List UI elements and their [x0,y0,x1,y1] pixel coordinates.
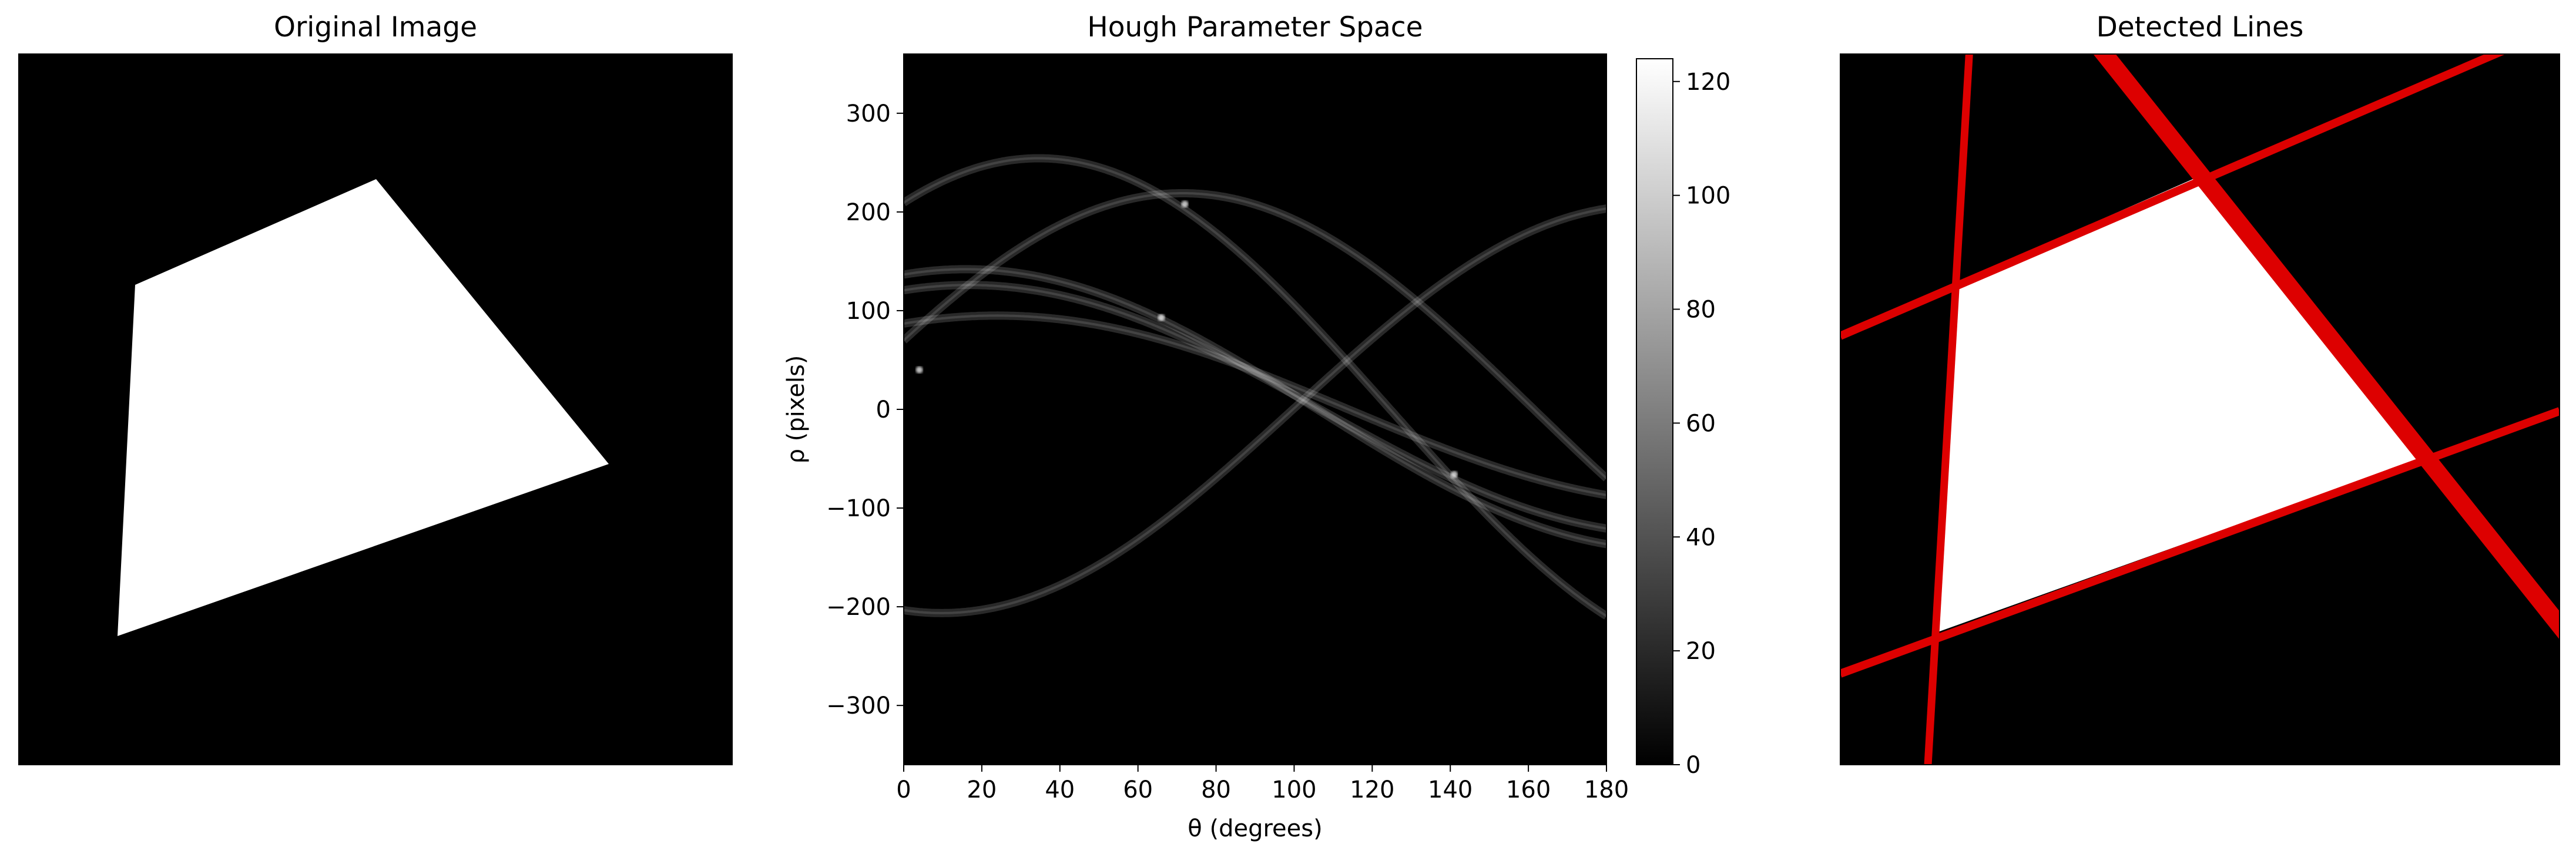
hough-sinusoid-core-1 [904,284,1606,530]
hough-sinusoid-2 [904,189,1606,482]
panel-detected-lines: Detected Lines [1840,11,2560,765]
hough-x-tick-label-7: 140 [1428,776,1473,803]
detected-line-left [1924,54,1973,765]
hough-x-axis-label: θ (degrees) [1188,815,1322,842]
hough-x-tick-label-8: 160 [1506,776,1551,803]
hough-peak-3 [915,366,923,374]
colorbar-tick-label-0: 0 [1686,752,1700,779]
hough-sinusoid-3 [904,265,1606,549]
hough-x-tick-label-2: 40 [1045,776,1075,803]
hough-y-tick-label-4: −100 [826,495,891,522]
detected-quadrilateral [1938,176,2427,632]
hough-sinusoid-5 [904,154,1606,620]
hough-y-ticks: 300 200 100 0 −100 −200 −300 [826,100,904,719]
hough-y-tick-label-0: 300 [846,100,891,127]
hough-sinusoid-4 [904,311,1606,499]
hough-peak-1 [1158,314,1165,321]
hough-x-tick-label-0: 0 [896,776,911,803]
panel-title-hough: Hough Parameter Space [1087,11,1423,43]
hough-sinusoid-1 [904,281,1606,533]
detected-line-right [2093,54,2560,640]
hough-y-tick-label-3: 0 [876,396,891,423]
panel-original-image: Original Image [18,11,733,765]
hough-y-tick-label-6: −300 [826,692,891,719]
hough-x-ticks: 0 20 40 60 80 100 120 140 160 180 [896,765,1629,803]
detected-lines-group [1840,54,2560,765]
hough-curves [904,154,1606,620]
colorbar [1636,58,1673,765]
original-quadrilateral [118,179,609,636]
detected-line-bottom [1840,407,2560,678]
hough-heatmap-background [904,54,1606,765]
panel-hough-space: Hough Parameter Space 0 20 40 60 80 100 120 140… [783,11,1730,842]
detected-image-frame [1840,53,2560,765]
hough-y-tick-label-5: −200 [826,594,891,621]
colorbar-tick-label-1: 20 [1686,638,1716,665]
panel-title-detected: Detected Lines [2097,11,2304,43]
colorbar-ticks: 0 20 40 60 80 100 120 [1673,69,1730,779]
hough-x-tick-label-4: 80 [1201,776,1231,803]
hough-sinusoid-core-3 [904,268,1606,546]
hough-x-tick-label-6: 120 [1350,776,1394,803]
colorbar-tick-label-5: 100 [1686,183,1730,210]
hough-x-tick-label-1: 20 [967,776,997,803]
hough-x-tick-label-9: 180 [1584,776,1629,803]
colorbar-tick-label-6: 120 [1686,69,1730,96]
hough-x-tick-label-3: 60 [1123,776,1153,803]
hough-sinusoid-core-5 [904,157,1606,617]
hough-peaks [915,200,1458,478]
hough-peak-2 [1450,470,1458,478]
hough-peak-0 [1181,200,1189,208]
hough-sinusoid-core-4 [904,314,1606,496]
hough-x-tick-label-5: 100 [1272,776,1316,803]
colorbar-tick-label-2: 40 [1686,524,1716,551]
colorbar-tick-label-3: 60 [1686,410,1716,437]
original-image-frame [18,53,733,765]
hough-sinusoid-0 [904,204,1606,617]
panel-title-original: Original Image [274,11,477,43]
hough-sinusoid-core-0 [904,207,1606,614]
colorbar-tick-label-4: 80 [1686,297,1716,324]
hough-y-tick-label-1: 200 [846,199,891,226]
hough-y-axis-label: ρ (pixels) [783,355,810,464]
hough-y-tick-label-2: 100 [846,298,891,325]
hough-sinusoid-core-2 [904,192,1606,479]
